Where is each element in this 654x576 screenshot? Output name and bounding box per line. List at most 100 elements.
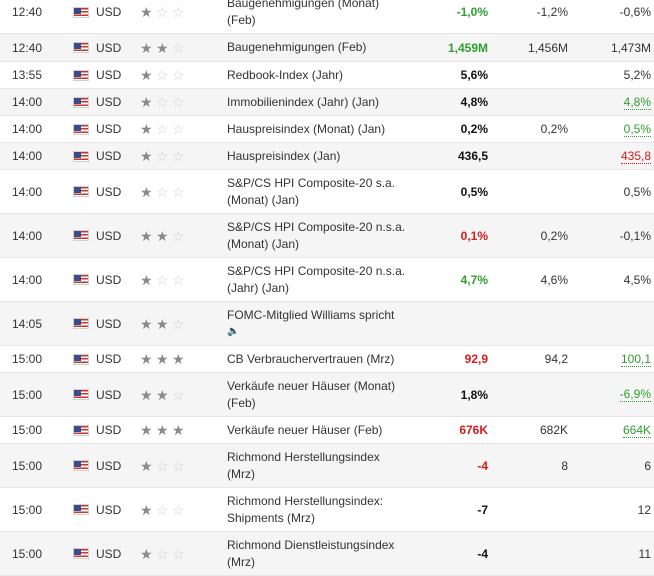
event-title[interactable]: Richmond Herstellungsindex: Shipments (Mr… [227,488,428,531]
star-icon: ☆ [156,148,169,164]
star-icon: ★ [140,351,153,367]
importance-stars: ★ ☆ ☆ [140,0,227,33]
event-title[interactable]: S&P/CS HPI Composite-20 n.s.a. (Monat) (J… [227,214,428,257]
star-icon: ☆ [172,271,185,288]
event-time: 14:00 [12,272,43,287]
forecast-value [488,89,568,115]
event-title-line: S&P/CS HPI Composite-20 n.s.a. [227,263,406,278]
previous-value-text[interactable]: 664K [622,422,651,438]
event-title[interactable]: Hauspreisindex (Monat) (Jan) [227,116,428,142]
event-title[interactable]: Verkäufe neuer Häuser (Monat) (Feb) [227,373,428,416]
star-icon: ☆ [156,545,169,562]
event-title-line: (Monat) (Jan) [227,192,300,207]
event-time: 15:00 [12,387,43,402]
previous-value-text[interactable]: 100,1 [620,351,651,367]
actual-value: 4,7% [460,272,488,287]
event-row[interactable]: 15:00 USD ★ ☆ ☆ Richmond Herstellungsindex (Mr… [0,444,654,488]
us-flag-icon [73,504,89,515]
event-row[interactable]: 15:00 USD ★ ☆ ☆ Richmond Dienstleistungsindex… [0,532,654,576]
event-time: 14:00 [12,95,43,109]
event-row[interactable]: 14:00 USD ★ ☆ ☆ Immobilienindex (Jahr) (Jan) 4… [0,89,654,116]
us-flag-icon [73,460,89,471]
event-currency: USD [96,458,122,473]
previous-value: 4,5% [568,258,651,301]
previous-value-text[interactable]: 4,8% [623,94,651,110]
star-icon: ☆ [172,227,185,244]
event-row[interactable]: 15:00 USD ★ ★ ★ CB Verbrauchervertrauen (Mrz)… [0,346,654,373]
us-flag-icon [73,424,89,436]
forecast-value: 8 [561,458,568,473]
event-title[interactable]: Richmond Dienstleistungsindex (Mrz) [227,532,428,575]
event-row[interactable]: 15:00 USD ★ ☆ ☆ Richmond Herstellungsindex: Sh… [0,488,654,532]
event-currency: USD [96,5,122,19]
event-row[interactable]: 14:00 USD ★ ☆ ☆ Hauspreisindex (Jan) 436,5 435,… [0,143,654,170]
previous-value-text[interactable]: 0,5% [623,121,651,137]
star-icon: ★ [140,121,153,137]
event-title[interactable]: S&P/CS HPI Composite-20 n.s.a. (Jahr) (Ja… [227,258,428,301]
star-icon: ★ [140,422,153,438]
event-title-line: S&P/CS HPI Composite-20 s.a. [227,175,396,190]
forecast-value: 1,456M [527,40,568,55]
event-currency: USD [96,95,122,109]
event-title[interactable]: Baugenehmigungen (Monat) (Feb) [227,0,428,33]
event-title[interactable]: CB Verbrauchervertrauen (Mrz) [227,346,428,372]
previous-value-text: 0,5% [623,184,651,199]
event-title[interactable]: Richmond Herstellungsindex (Mrz) [227,444,428,487]
event-title[interactable]: FOMC-Mitglied Williams spricht 🔈 [227,302,428,345]
event-row[interactable]: 14:00 USD ★ ☆ ☆ S&P/CS HPI Composite-20 s.a.(… [0,170,654,214]
star-icon: ☆ [172,67,185,83]
speaker-icon[interactable]: 🔈 [227,326,240,337]
actual-value [428,302,488,345]
event-row[interactable]: 14:05 USD ★ ★ ☆ FOMC-Mitglied Williams sprich… [0,302,654,346]
forecast-value [488,302,568,345]
event-title[interactable]: Verkäufe neuer Häuser (Feb) [227,417,428,443]
event-row[interactable]: 15:00 USD ★ ★ ★ Verkäufe neuer Häuser (Feb) 67… [0,417,654,444]
forecast-value: 682K [539,423,568,437]
forecast-value: 4,6% [540,272,568,287]
previous-value: -0,6% [568,0,651,33]
us-flag-icon [73,353,89,365]
event-time: 15:00 [12,502,43,517]
event-title[interactable]: Immobilienindex (Jahr) (Jan) [227,89,428,115]
event-time: 14:00 [12,228,43,243]
forecast-value [488,532,568,575]
us-flag-icon [73,42,89,53]
event-row[interactable]: 14:00 USD ★ ☆ ☆ S&P/CS HPI Composite-20 n.s.a… [0,258,654,302]
previous-value-text: 4,5% [623,272,651,287]
star-icon: ☆ [172,39,185,56]
event-title-line: Baugenehmigungen (Feb) [227,40,367,54]
forecast-value [488,143,568,169]
event-title[interactable]: Redbook-Index (Jahr) [227,62,428,88]
star-icon: ☆ [156,271,169,288]
event-title-line: Hauspreisindex (Monat) (Jan) [227,121,386,136]
actual-value: 0,2% [460,122,488,136]
event-title[interactable]: Hauspreisindex (Jan) [227,143,428,169]
event-title-line: (Mrz) [227,554,255,569]
event-row[interactable]: 13:55 USD ★ ☆ ☆ Redbook-Index (Jahr) 5,6% 5,2% [0,62,654,89]
event-title[interactable]: S&P/CS HPI Composite-20 s.a. (Monat) (Jan… [227,170,428,213]
importance-stars: ★ ★ ☆ [140,302,227,345]
previous-value-text: 1,473M [610,40,651,55]
event-currency: USD [96,272,122,287]
star-icon: ☆ [172,457,185,474]
event-row[interactable]: 12:40 USD ★ ★ ☆ Baugenehmigungen (Feb) 1,459M 1… [0,34,654,62]
event-row[interactable]: 12:40 USD ★ ☆ ☆ Baugenehmigungen (Monat) (Feb)… [0,0,654,34]
actual-value: 4,8% [460,95,488,109]
event-title[interactable]: Baugenehmigungen (Feb) [227,34,428,61]
star-icon: ★ [140,315,153,332]
event-title-line: Richmond Herstellungsindex [227,449,380,464]
previous-value-text[interactable]: 435,8 [620,148,651,164]
importance-stars: ★ ☆ ☆ [140,143,227,169]
previous-value-text: 12 [637,502,651,517]
event-currency: USD [96,68,122,82]
star-icon: ★ [140,94,153,110]
us-flag-icon [73,548,89,559]
event-currency: USD [96,184,122,199]
event-row[interactable]: 14:00 USD ★ ☆ ☆ Hauspreisindex (Monat) (Jan) 0… [0,116,654,143]
event-row[interactable]: 14:00 USD ★ ★ ☆ S&P/CS HPI Composite-20 n.s.a… [0,214,654,258]
event-title-line: Redbook-Index (Jahr) [227,67,344,82]
importance-stars: ★ ☆ ☆ [140,488,227,531]
star-icon: ★ [156,422,169,438]
event-row[interactable]: 15:00 USD ★ ★ ☆ Verkäufe neuer Häuser (Monat)… [0,373,654,417]
previous-value-text[interactable]: -6,9% [619,387,651,402]
